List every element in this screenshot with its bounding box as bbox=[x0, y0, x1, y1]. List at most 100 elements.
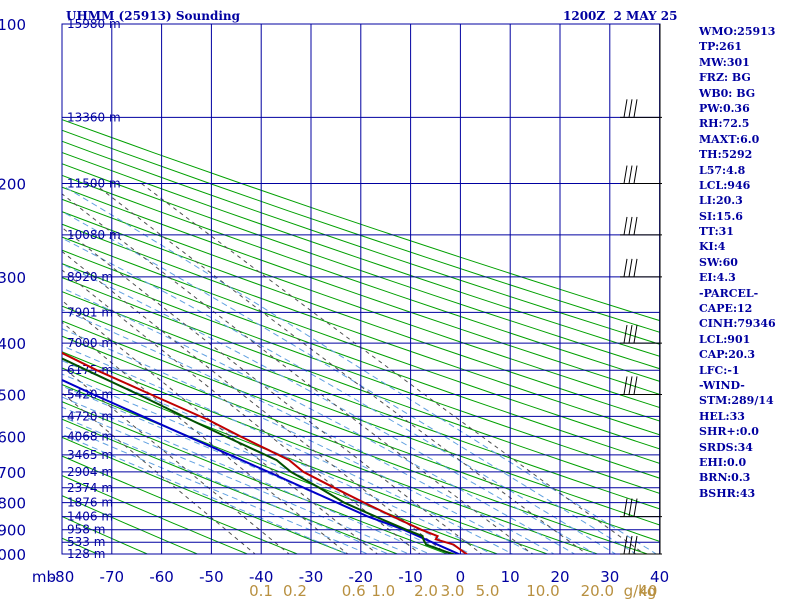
grid bbox=[61, 23, 661, 555]
mixing-ratio-label: 2.0 bbox=[414, 582, 438, 600]
temperature-tick-label: -30 bbox=[299, 568, 324, 586]
height-label: 533 m bbox=[67, 535, 105, 549]
wind-barb-flag bbox=[628, 99, 633, 118]
temperature-tick-label: 10 bbox=[501, 568, 520, 586]
wind-barb-flag bbox=[623, 99, 628, 118]
dry-adiabat bbox=[62, 174, 660, 382]
wind-barbs bbox=[620, 24, 662, 555]
height-label: 8920 m bbox=[67, 270, 113, 284]
temperature-trace bbox=[62, 351, 469, 554]
height-label: 3465 m bbox=[67, 448, 113, 462]
wind-barb-flag bbox=[623, 376, 628, 395]
mixing-ratio-line bbox=[62, 193, 534, 554]
moist-adiabat bbox=[62, 328, 535, 554]
x-axis-unit-label: mb bbox=[32, 568, 56, 586]
height-label: 4720 m bbox=[67, 409, 113, 423]
pressure-tick-label: 300 bbox=[0, 269, 26, 287]
dry-adiabat bbox=[62, 418, 399, 554]
pressure-tick-label: 500 bbox=[0, 386, 26, 404]
moist-adiabat bbox=[62, 425, 369, 554]
mixing-ratio-line bbox=[62, 250, 448, 554]
stat-item: TP:261 bbox=[699, 40, 743, 54]
dry-adiabat bbox=[62, 320, 660, 543]
temperature-tick-label: -60 bbox=[149, 568, 174, 586]
dry-adiabat bbox=[62, 455, 299, 554]
moist-adiabat bbox=[62, 416, 390, 554]
moist-adiabat bbox=[62, 287, 576, 554]
mixing-ratio-line bbox=[93, 183, 588, 554]
height-label: 1406 m bbox=[67, 510, 113, 524]
dry-adiabat bbox=[62, 198, 660, 409]
stat-item: L57:4.8 bbox=[699, 163, 746, 177]
dry-adiabat bbox=[62, 211, 660, 422]
pressure-tick-label: 600 bbox=[0, 428, 26, 446]
stat-item: SI:15.6 bbox=[699, 209, 743, 223]
temperature-tick-label: -70 bbox=[100, 568, 125, 586]
stat-item: WB0: BG bbox=[699, 86, 756, 100]
dry-adiabat bbox=[62, 140, 660, 345]
stat-item: LFC:-1 bbox=[699, 363, 740, 377]
stat-item: MW:301 bbox=[699, 55, 750, 69]
stat-item: CAP:20.3 bbox=[699, 348, 756, 362]
dry-adiabat bbox=[62, 163, 660, 370]
valid-time: 1200Z 2 MAY 25 bbox=[563, 9, 678, 23]
dry-adiabat bbox=[62, 367, 549, 554]
dry-adiabat bbox=[62, 436, 349, 554]
height-label: 7901 m bbox=[67, 305, 113, 319]
wind-barb-flag bbox=[633, 216, 638, 235]
stat-item: EHI:0.0 bbox=[699, 455, 747, 469]
wind-barb-flag bbox=[623, 498, 628, 517]
mixing-ratio-label: 10.0 bbox=[526, 582, 559, 600]
wind-barb-flag bbox=[628, 376, 633, 395]
moist-adiabat bbox=[62, 385, 452, 554]
wind-barb-flag bbox=[623, 325, 628, 344]
dry-adiabat bbox=[62, 515, 149, 554]
wind-barb-flag bbox=[628, 165, 633, 184]
wind-barb-flag bbox=[633, 258, 638, 277]
parcel-trace bbox=[62, 378, 462, 554]
dry-adiabat bbox=[62, 277, 660, 495]
moist-adiabat bbox=[62, 406, 410, 554]
wind-barb-flag bbox=[628, 325, 633, 344]
stat-item: LCL:946 bbox=[699, 178, 751, 192]
stat-item: LI:20.3 bbox=[699, 194, 743, 208]
moist-adiabat bbox=[62, 210, 637, 554]
pressure-tick-label: 800 bbox=[0, 495, 26, 513]
stat-item: CINH:79346 bbox=[699, 317, 776, 331]
stat-item: EI:4.3 bbox=[699, 271, 736, 285]
dry-adiabat bbox=[62, 151, 660, 357]
mixing-ratio-line bbox=[62, 226, 483, 554]
stat-item: MAXT:6.0 bbox=[699, 132, 760, 146]
stat-item: -WIND- bbox=[699, 378, 745, 392]
wind-barb-flag bbox=[633, 535, 638, 555]
temperature-tick-label: -10 bbox=[398, 568, 423, 586]
temperature-tick-label: 40 bbox=[650, 568, 669, 586]
mixing-ratio-label: 5.0 bbox=[476, 582, 500, 600]
temperature-tick-label: 20 bbox=[550, 568, 569, 586]
dewpoint-trace bbox=[62, 357, 457, 554]
wind-barb-flag bbox=[633, 498, 638, 517]
dry-adiabat bbox=[62, 119, 660, 322]
moist-adiabat bbox=[62, 184, 658, 554]
mixing-ratio-line bbox=[141, 183, 646, 554]
stability-indices-list: WMO:25913 TP:261 MW:301 FRZ: BG WB0: BG PW:0.… bbox=[699, 24, 799, 501]
dry-adiabat bbox=[62, 223, 660, 436]
wind-barb-flag bbox=[623, 216, 628, 235]
height-label: 15980 m bbox=[67, 17, 121, 31]
moist-adiabat bbox=[62, 396, 431, 554]
mixing-ratio-unit-label: g/kg bbox=[624, 582, 657, 600]
wind-barb-flag bbox=[633, 325, 638, 344]
wind-barb-flag bbox=[633, 99, 638, 118]
mixing-ratio-label: 0.6 bbox=[342, 582, 366, 600]
wind-barb-flag bbox=[623, 535, 628, 555]
mixing-ratio-line bbox=[62, 392, 256, 554]
stat-item: STM:289/14 bbox=[699, 394, 774, 408]
stat-item: BRN:0.3 bbox=[699, 471, 751, 485]
pressure-tick-label: 400 bbox=[0, 335, 26, 353]
dry-adiabat bbox=[62, 236, 660, 450]
wind-barb-flag bbox=[628, 258, 633, 277]
stat-item: LCL:901 bbox=[699, 332, 751, 346]
moist-adiabat bbox=[62, 263, 597, 554]
stat-item: PW:0.36 bbox=[699, 101, 750, 115]
mixing-ratio-label: 40 bbox=[638, 582, 657, 600]
